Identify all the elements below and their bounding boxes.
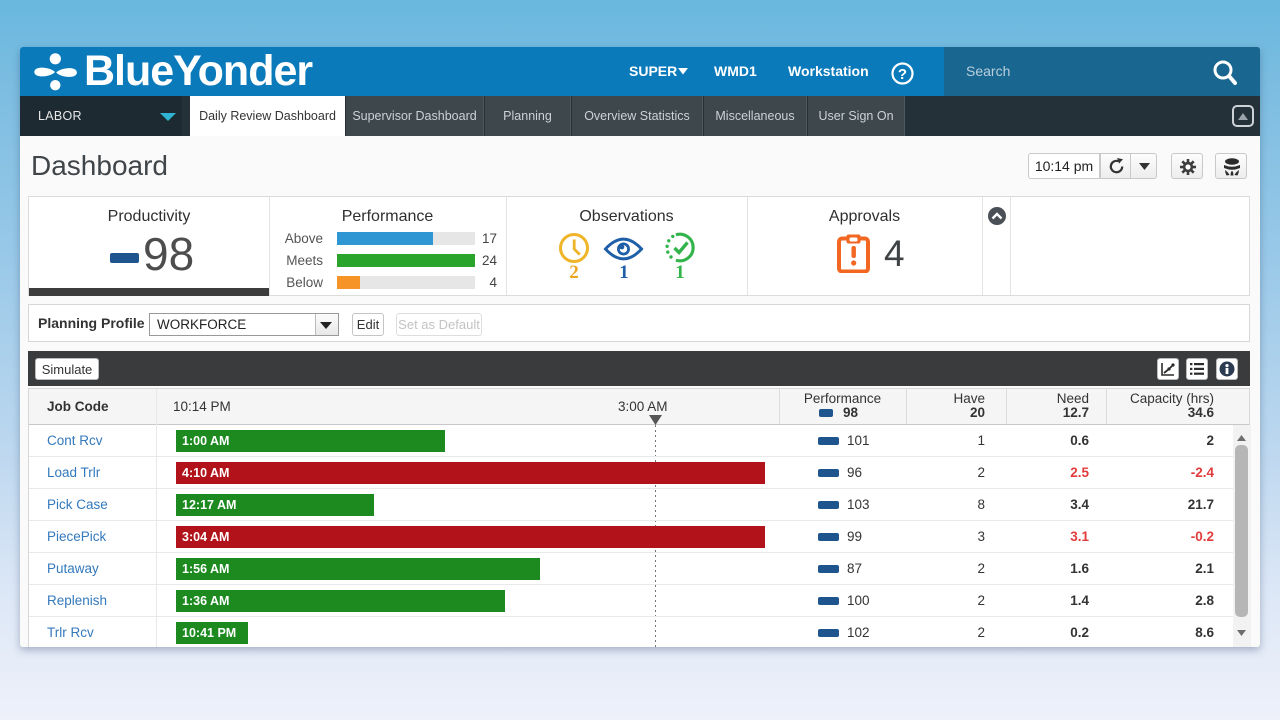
svg-text:?: ?: [898, 66, 907, 83]
